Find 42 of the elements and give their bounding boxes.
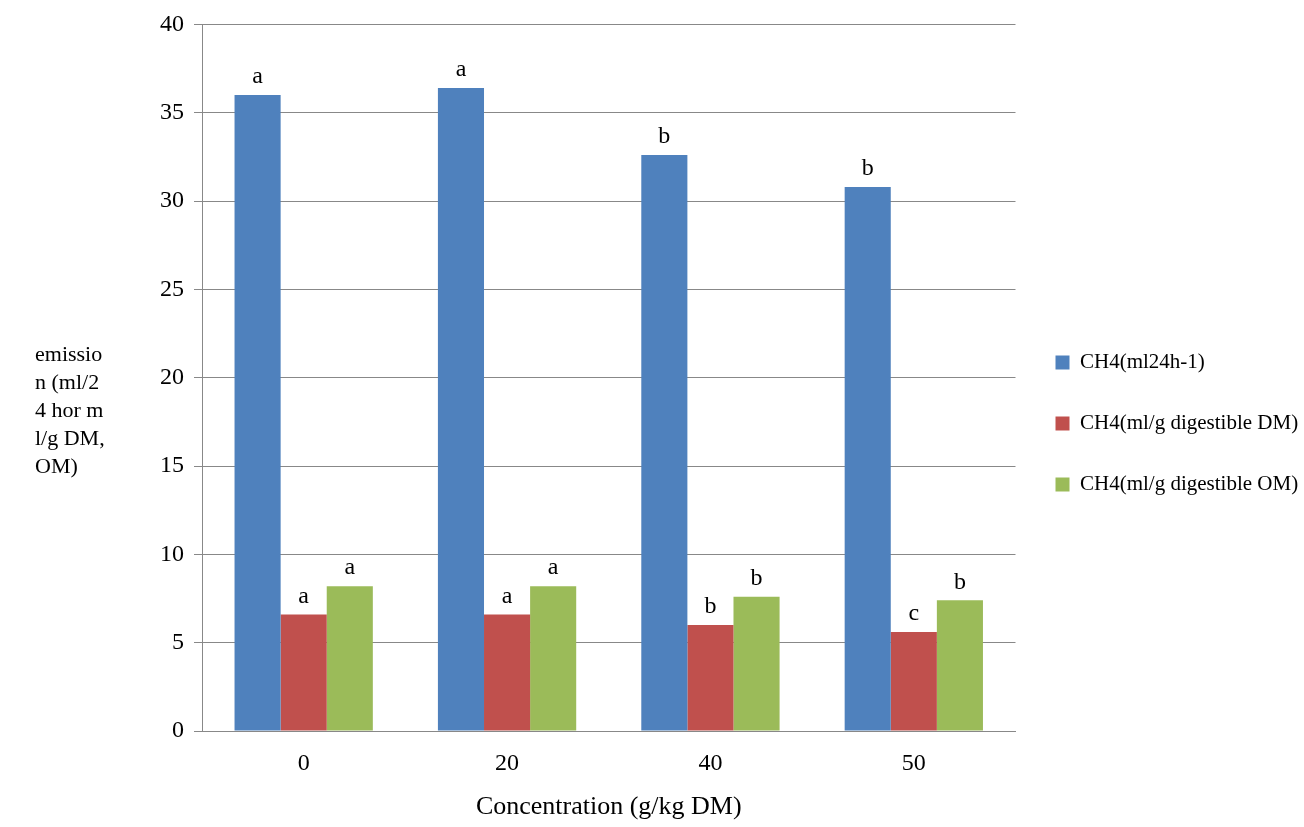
- y-tick-label: 40: [160, 9, 184, 36]
- bar: [326, 586, 373, 731]
- y-tick-label: 35: [160, 98, 184, 125]
- bar: [437, 87, 485, 731]
- x-tick-label: 40: [698, 748, 723, 775]
- annotation: c: [908, 599, 920, 626]
- y-axis-title: emission (ml/24 hor ml/g DM, OM): [35, 340, 105, 480]
- bar: [530, 586, 577, 731]
- annotation: a: [252, 62, 264, 89]
- y-tick-label: 15: [160, 451, 184, 478]
- annotation: b: [658, 122, 671, 149]
- legend-label: CH4(ml24h-1): [1080, 349, 1205, 374]
- bar: [844, 186, 891, 731]
- x-axis-title: Concentration (g/kg DM): [475, 791, 742, 821]
- bar: [936, 600, 983, 731]
- annotation: b: [861, 154, 874, 181]
- bar: [484, 614, 531, 731]
- y-tick-label: 5: [172, 627, 184, 654]
- y-tick-label: 25: [160, 274, 184, 301]
- legend-label: CH4(ml/g digestible DM): [1080, 410, 1299, 435]
- bar: [687, 625, 734, 731]
- x-tick-label: 20: [495, 748, 520, 775]
- x-tick-label: 50: [901, 748, 926, 775]
- annotation: b: [750, 564, 763, 591]
- y-tick-label: 30: [160, 186, 184, 213]
- annotation: b: [704, 592, 717, 619]
- y-tick-label: 0: [172, 716, 184, 743]
- bar: [641, 155, 688, 731]
- annotation: b: [953, 567, 966, 594]
- bar: [280, 614, 327, 731]
- bar: [733, 596, 780, 731]
- annotation: a: [455, 55, 467, 82]
- legend-label: CH4(ml/g digestible OM): [1080, 471, 1299, 496]
- bar: [234, 95, 281, 731]
- y-tick-label: 10: [160, 539, 184, 566]
- y-tick-label: 20: [160, 363, 184, 389]
- annotation: a: [344, 553, 356, 580]
- annotation: a: [298, 581, 310, 608]
- annotation: a: [501, 581, 513, 608]
- x-tick-label: 0: [297, 748, 310, 775]
- annotation: a: [547, 553, 559, 580]
- bar: [890, 632, 937, 731]
